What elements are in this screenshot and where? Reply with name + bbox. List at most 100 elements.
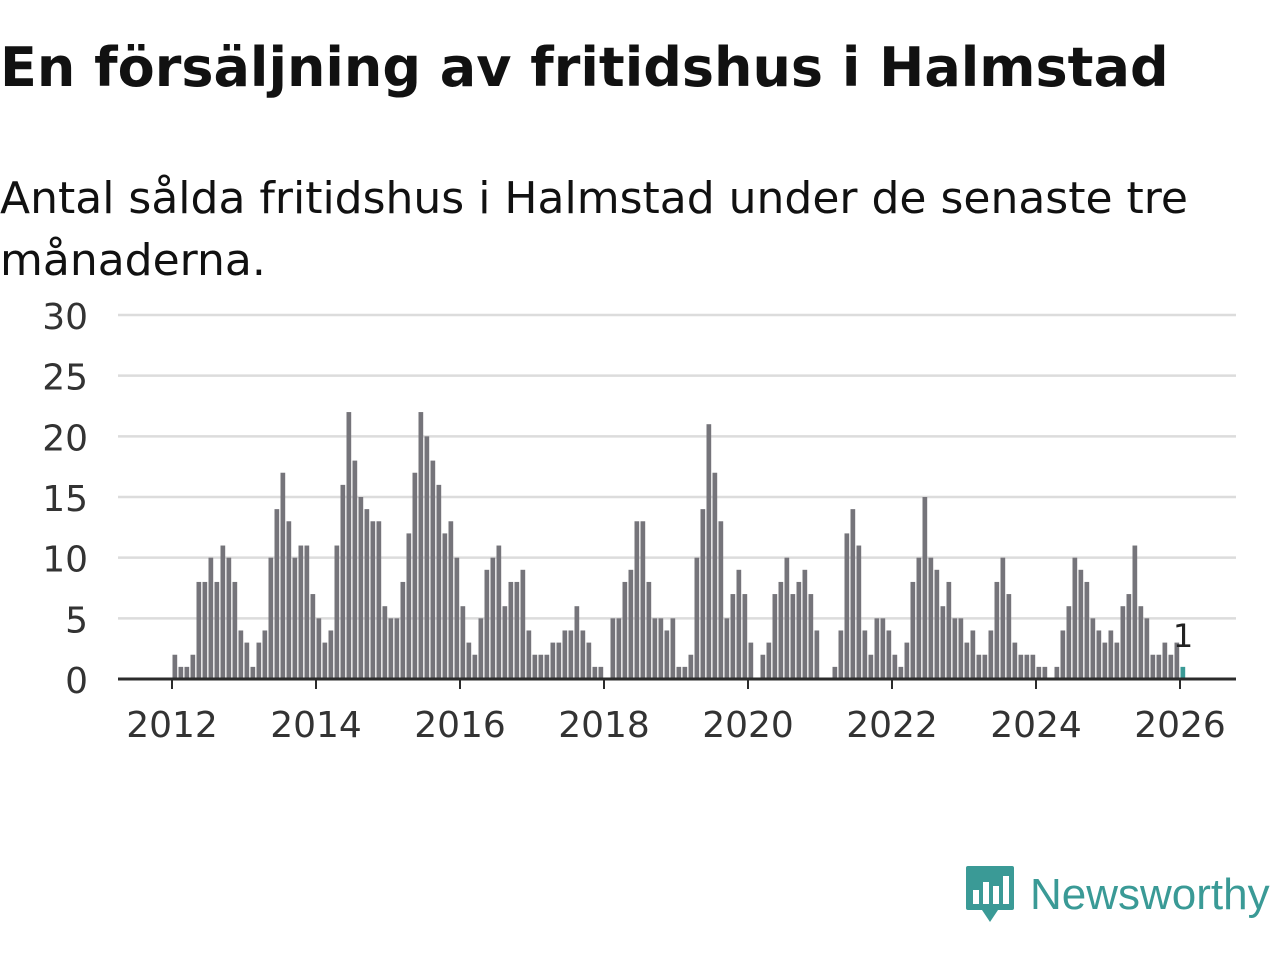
- bar: [508, 581, 514, 679]
- bar: [1036, 666, 1042, 679]
- bar: [268, 557, 274, 679]
- bar: [286, 521, 292, 679]
- y-tick-label: 5: [65, 600, 88, 641]
- bar: [496, 545, 502, 679]
- bar: [370, 521, 376, 679]
- bar: [676, 666, 682, 679]
- bar: [1042, 666, 1048, 679]
- bar: [586, 642, 592, 679]
- bar: [1096, 630, 1102, 679]
- bar: [304, 545, 310, 679]
- bar: [1006, 594, 1012, 679]
- bar: [346, 412, 352, 679]
- bar: [448, 521, 454, 679]
- bar: [994, 581, 1000, 679]
- x-tick-label: 2016: [414, 705, 506, 746]
- bar: [292, 557, 298, 679]
- bar: [880, 618, 886, 679]
- bar: [868, 654, 874, 679]
- bar: [316, 618, 322, 679]
- bar: [952, 618, 958, 679]
- bar: [730, 594, 736, 679]
- bar: [856, 545, 862, 679]
- bar: [1108, 630, 1114, 679]
- bar: [898, 666, 904, 679]
- bar: [532, 654, 538, 679]
- bar: [916, 557, 922, 679]
- bar: [172, 654, 178, 679]
- bar: [550, 642, 556, 679]
- bar: [760, 654, 766, 679]
- bar: [886, 630, 892, 679]
- x-tick-label: 2024: [990, 705, 1082, 746]
- bar: [610, 618, 616, 679]
- bar: [910, 581, 916, 679]
- bar: [934, 569, 940, 679]
- bar: [988, 630, 994, 679]
- bar: [250, 666, 256, 679]
- bar: [928, 557, 934, 679]
- x-tick-label: 2020: [702, 705, 794, 746]
- bar: [640, 521, 646, 679]
- bar: [1132, 545, 1138, 679]
- bar: [652, 618, 658, 679]
- bar: [1120, 606, 1126, 679]
- bar: [226, 557, 232, 679]
- bar: [394, 618, 400, 679]
- bar: [538, 654, 544, 679]
- chart-title: En försäljning av fritidshus i Halmstad: [0, 36, 1169, 99]
- bar: [904, 642, 910, 679]
- bar: [352, 460, 358, 679]
- bar: [1144, 618, 1150, 679]
- bar: [214, 581, 220, 679]
- y-tick-label: 0: [65, 661, 88, 702]
- bar: [790, 594, 796, 679]
- bar: [742, 594, 748, 679]
- bar: [724, 618, 730, 679]
- bar: [388, 618, 394, 679]
- bar: [328, 630, 334, 679]
- bar: [1012, 642, 1018, 679]
- bar: [598, 666, 604, 679]
- bar: [562, 630, 568, 679]
- bar: [778, 581, 784, 679]
- bar: [322, 642, 328, 679]
- bar: [1018, 654, 1024, 679]
- bar: [1162, 642, 1168, 679]
- x-tick-label: 2022: [846, 705, 938, 746]
- bar: [1084, 581, 1090, 679]
- bar: [784, 557, 790, 679]
- bar: [478, 618, 484, 679]
- bar: [844, 533, 850, 679]
- bar: [1072, 557, 1078, 679]
- y-tick-label: 30: [42, 297, 88, 338]
- bar: [436, 484, 442, 679]
- bar: [1114, 642, 1120, 679]
- bar: [1090, 618, 1096, 679]
- bar: [796, 581, 802, 679]
- bar: [244, 642, 250, 679]
- latest-value-label: 1: [1173, 617, 1193, 655]
- bar: [466, 642, 472, 679]
- bar: [262, 630, 268, 679]
- bar: [664, 630, 670, 679]
- bar: [706, 424, 712, 679]
- bar: [184, 666, 190, 679]
- bar: [970, 630, 976, 679]
- bar: [298, 545, 304, 679]
- bar: [430, 460, 436, 679]
- bar: [502, 606, 508, 679]
- bar: [832, 666, 838, 679]
- x-tick-label: 2018: [558, 705, 650, 746]
- bar: [1066, 606, 1072, 679]
- bar: [1078, 569, 1084, 679]
- bar: [958, 618, 964, 679]
- bar: [670, 618, 676, 679]
- bar: [1102, 642, 1108, 679]
- y-tick-label: 10: [42, 540, 88, 581]
- bar: [358, 497, 364, 679]
- x-tick-label: 2012: [126, 705, 218, 746]
- bar: [592, 666, 598, 679]
- bar: [340, 484, 346, 679]
- x-tick-label: 2026: [1134, 705, 1226, 746]
